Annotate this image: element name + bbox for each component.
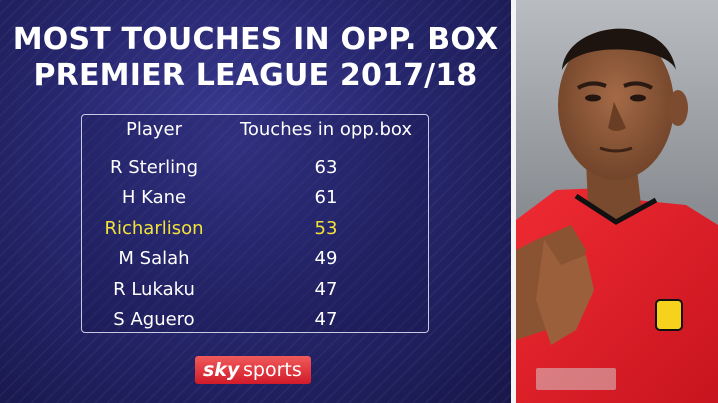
right-eyebrow	[623, 81, 653, 90]
title-line-2: PREMIER LEAGUE 2017/18	[33, 58, 478, 93]
table-row: R Sterling 63	[82, 153, 428, 183]
stats-graphic: MOST TOUCHES IN OPP. BOX PREMIER LEAGUE …	[0, 0, 511, 403]
sky-sports-logo: sky sports	[195, 356, 311, 384]
column-header-touches: Touches in opp.box	[239, 119, 413, 140]
table-header-row: Player Touches in opp.box	[82, 115, 428, 145]
divider	[511, 0, 516, 403]
right-hand	[536, 240, 594, 345]
player-photo	[516, 0, 718, 403]
ear	[668, 90, 688, 126]
player-name: Richarlison	[104, 218, 204, 239]
table-row: R Lukaku 47	[82, 275, 428, 305]
player-name: H Kane	[121, 187, 187, 208]
head	[558, 30, 674, 180]
column-header-player: Player	[125, 119, 183, 140]
touches-value: 53	[314, 218, 338, 239]
touches-value: 63	[314, 157, 338, 178]
player-name: S Aguero	[113, 309, 195, 330]
left-eyebrow	[576, 81, 607, 90]
touches-value: 61	[314, 187, 338, 208]
title-line-1: MOST TOUCHES IN OPP. BOX	[12, 22, 499, 57]
hair	[562, 28, 676, 70]
logo-sky-text: sky	[203, 359, 240, 381]
watford-badge	[655, 299, 683, 331]
stats-table: Player Touches in opp.box R Sterling 63 …	[81, 114, 429, 333]
touches-value: 47	[314, 279, 338, 300]
left-eye	[585, 94, 601, 102]
right-eye	[630, 94, 646, 102]
player-name: M Salah	[118, 248, 190, 269]
touches-value: 47	[314, 309, 338, 330]
player-name: R Sterling	[109, 157, 199, 178]
logo-sports-text: sports	[243, 359, 302, 381]
table-row-highlighted: Richarlison 53	[82, 214, 428, 244]
table-row: M Salah 49	[82, 244, 428, 274]
nose	[608, 102, 626, 131]
table-row: H Kane 61	[82, 183, 428, 213]
table-row: S Aguero 47	[82, 305, 428, 335]
collar	[574, 193, 658, 225]
player-name: R Lukaku	[113, 279, 195, 300]
touches-value: 49	[314, 248, 338, 269]
mouth	[599, 146, 633, 153]
sponsor-patch	[536, 368, 616, 390]
